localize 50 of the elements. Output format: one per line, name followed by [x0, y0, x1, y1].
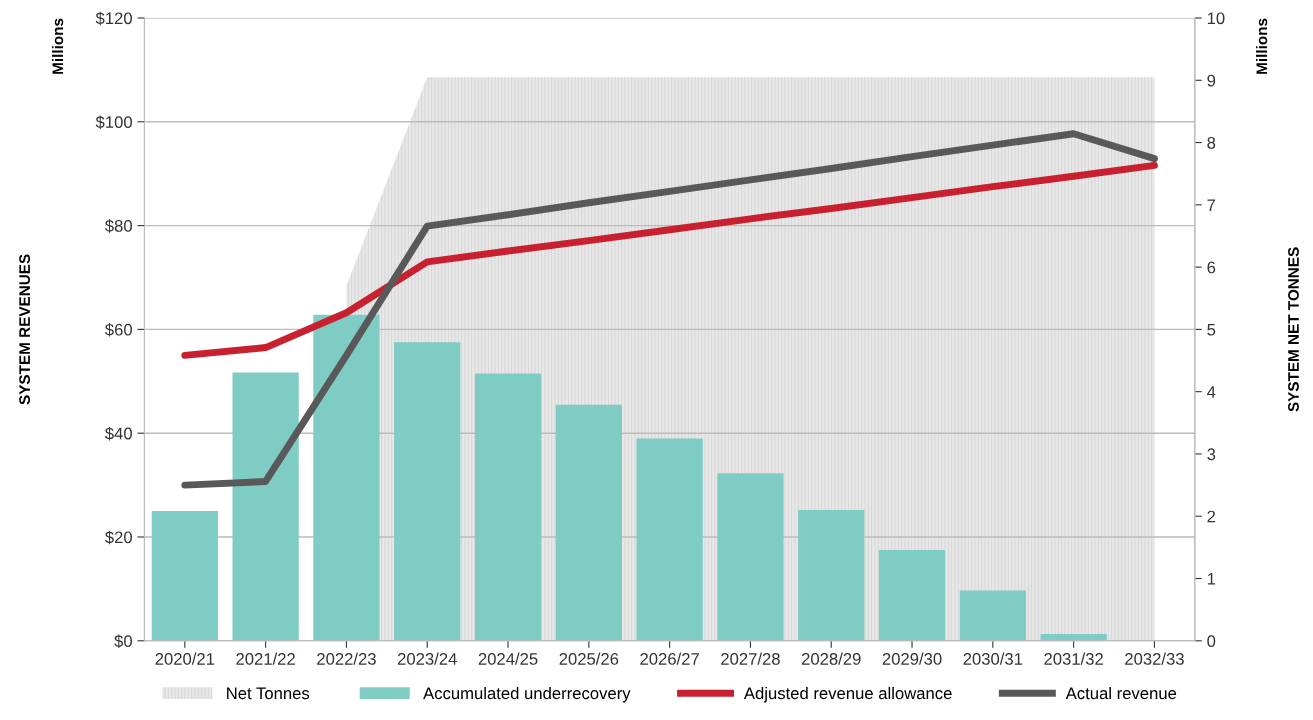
bar — [555, 404, 622, 641]
bar — [394, 342, 461, 641]
y2-tick-label: 9 — [1207, 74, 1216, 87]
y2-tick-label: 4 — [1207, 386, 1216, 398]
bar — [959, 590, 1026, 641]
y2-tick-label: 8 — [1207, 136, 1216, 149]
bar — [878, 549, 946, 641]
bar — [313, 314, 380, 641]
x-tick-label: 2032/33 — [1125, 652, 1184, 665]
x-tick-label: 2022/23 — [317, 652, 376, 665]
y2-tick-label: 1 — [1207, 573, 1216, 585]
y-tick-label: $120 — [95, 11, 132, 26]
x-tick-label: 2029/30 — [882, 652, 942, 665]
x-tick-label: 2021/22 — [236, 652, 295, 665]
y2-tick-label: 0 — [1207, 635, 1216, 647]
y-tick-label: $60 — [105, 323, 132, 337]
x-tick-label: 2026/27 — [640, 652, 699, 665]
legend-label: Accumulated underrecovery — [423, 686, 631, 703]
y2-tick-label: 6 — [1207, 261, 1216, 274]
x-tick-label: 2025/26 — [559, 652, 619, 665]
text: Millions — [1255, 18, 1268, 74]
x-tick-label: 2030/31 — [963, 652, 1023, 665]
x-tick-label: 2024/25 — [478, 652, 538, 665]
y2-tick-label: 5 — [1207, 323, 1216, 336]
text: Millions — [51, 18, 64, 74]
y-tick-label: $80 — [105, 219, 132, 233]
y-tick-label: $100 — [95, 115, 132, 129]
y-tick-label: $20 — [105, 530, 132, 545]
y2-tick-label: 7 — [1207, 199, 1216, 211]
x-tick-label: 2027/28 — [721, 652, 780, 665]
bar — [474, 373, 542, 641]
y-tick-label: $40 — [105, 426, 132, 441]
bar — [717, 473, 784, 641]
x-tick-label: 2020/21 — [155, 652, 215, 665]
legend-label: Actual revenue — [1065, 686, 1177, 700]
x-tick-label: 2023/24 — [397, 652, 457, 665]
y-axis-title: SYSTEM REVENUES — [19, 254, 31, 405]
bar — [636, 438, 703, 641]
bar — [798, 510, 865, 641]
legend-label: Adjusted revenue allowance — [743, 686, 952, 703]
x-tick-label: 2031/32 — [1044, 652, 1103, 665]
y2-tick-label: 3 — [1207, 448, 1216, 461]
legend-label: Net Tonnes — [227, 687, 310, 700]
y2-tick-label: 10 — [1207, 12, 1225, 25]
y-tick-label: $0 — [114, 634, 132, 648]
bar — [232, 372, 299, 641]
y2-axis-title: SYSTEM NET TONNES — [1288, 247, 1299, 412]
x-tick-label: 2028/29 — [801, 652, 861, 665]
y2-tick-label: 2 — [1207, 510, 1216, 523]
bar — [151, 511, 218, 641]
